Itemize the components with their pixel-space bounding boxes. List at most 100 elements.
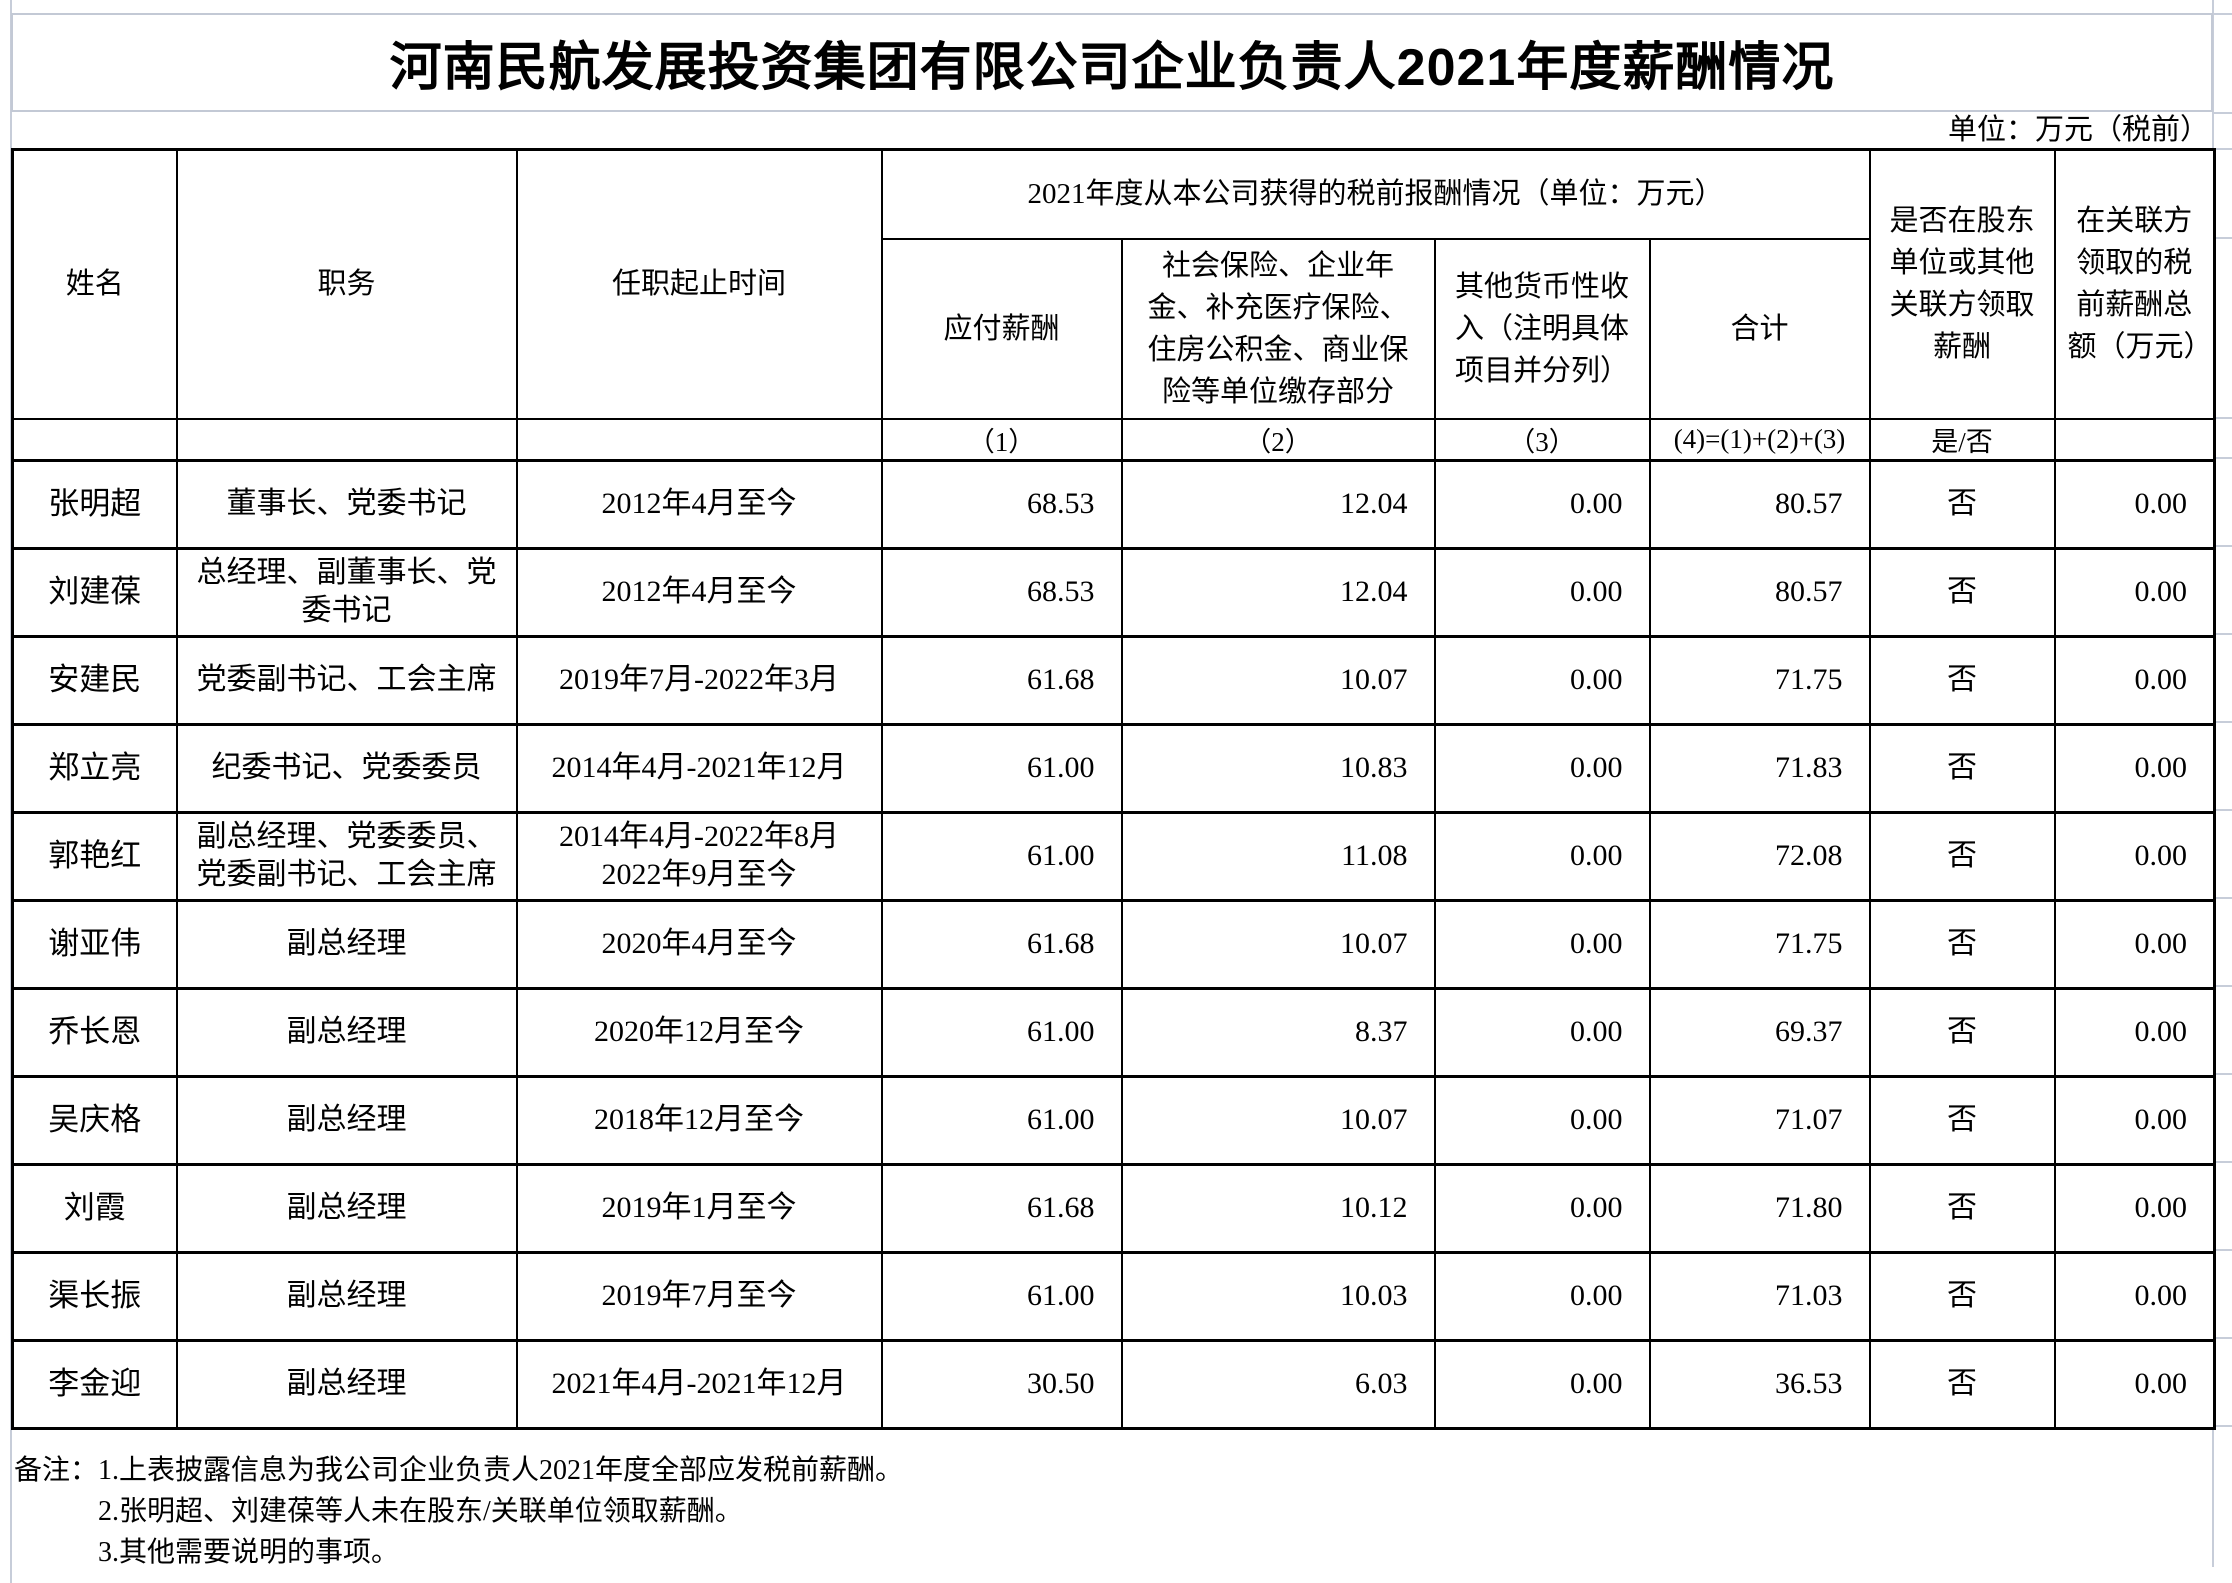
cell-position: 副总经理 bbox=[175, 1162, 518, 1254]
cell-position: 总经理、副董事长、党委书记 bbox=[175, 546, 518, 638]
formula-cell-empty bbox=[11, 417, 178, 462]
cell-insurance: 10.03 bbox=[1120, 1250, 1436, 1342]
cell-related-flag: 否 bbox=[1868, 898, 2056, 990]
cell-insurance: 10.12 bbox=[1120, 1162, 1436, 1254]
grid-line bbox=[2212, 13, 2232, 15]
cell-position: 副总经理 bbox=[175, 1338, 518, 1430]
cell-name: 渠长振 bbox=[11, 1250, 178, 1342]
cell-position: 副总经理 bbox=[175, 1074, 518, 1166]
cell-name: 乔长恩 bbox=[11, 986, 178, 1078]
cell-term: 2019年7月至今 bbox=[515, 1250, 883, 1342]
table-row: 吴庆格 副总经理 2018年12月至今 61.00 10.07 0.00 71.… bbox=[11, 1074, 2216, 1166]
cell-term: 2020年4月至今 bbox=[515, 898, 883, 990]
grid-line bbox=[2212, 1425, 2232, 1427]
grid-line bbox=[2212, 417, 2232, 419]
table-row: 刘建葆 总经理、副董事长、党委书记 2012年4月至今 68.53 12.04 … bbox=[11, 546, 2216, 638]
notes: 备注：1.上表披露信息为我公司企业负责人2021年度全部应发税前薪酬。 2.张明… bbox=[14, 1450, 903, 1573]
cell-total: 71.83 bbox=[1648, 722, 1871, 814]
note-text: 1.上表披露信息为我公司企业负责人2021年度全部应发税前薪酬。 bbox=[98, 1455, 904, 1486]
cell-related-amount: 0.00 bbox=[2053, 1162, 2216, 1254]
cell-position: 董事长、党委书记 bbox=[175, 458, 518, 550]
formula-cell-empty bbox=[175, 417, 518, 462]
cell-other-income: 0.00 bbox=[1433, 810, 1651, 902]
grid-line bbox=[2212, 985, 2232, 987]
cell-payable: 61.00 bbox=[880, 1250, 1123, 1342]
formula-cell-empty bbox=[515, 417, 883, 462]
cell-name: 安建民 bbox=[11, 634, 178, 726]
cell-insurance: 8.37 bbox=[1120, 986, 1436, 1078]
cell-term: 2019年7月-2022年3月 bbox=[515, 634, 883, 726]
formula-cell-other-income: （3） bbox=[1433, 417, 1651, 462]
cell-other-income: 0.00 bbox=[1433, 458, 1651, 550]
header-row-1: 姓名 职务 任职起止时间 2021年度从本公司获得的税前报酬情况（单位：万元） … bbox=[11, 148, 2216, 420]
col-header-related-amount: 在关联方领取的税前薪酬总额（万元） bbox=[2053, 148, 2216, 420]
cell-payable: 61.00 bbox=[880, 722, 1123, 814]
grid-line bbox=[2212, 545, 2232, 547]
cell-name: 李金迎 bbox=[11, 1338, 178, 1430]
table-row: 乔长恩 副总经理 2020年12月至今 61.00 8.37 0.00 69.3… bbox=[11, 986, 2216, 1078]
note-line: 备注：1.上表披露信息为我公司企业负责人2021年度全部应发税前薪酬。 bbox=[14, 1450, 903, 1491]
note-line: 2.张明超、刘建葆等人未在股东/关联单位领取薪酬。 bbox=[14, 1491, 903, 1532]
cell-total: 80.57 bbox=[1648, 458, 1871, 550]
cell-other-income: 0.00 bbox=[1433, 1162, 1651, 1254]
formula-cell-insurance: （2） bbox=[1120, 417, 1436, 462]
formula-cell-empty bbox=[2053, 417, 2216, 462]
cell-payable: 61.68 bbox=[880, 634, 1123, 726]
col-header-insurance: 社会保险、企业年金、补充医疗保险、住房公积金、商业保险等单位缴存部分 bbox=[1120, 237, 1436, 420]
cell-insurance: 10.07 bbox=[1120, 634, 1436, 726]
cell-term: 2020年12月至今 bbox=[515, 986, 883, 1078]
cell-name: 刘霞 bbox=[11, 1162, 178, 1254]
cell-name: 张明超 bbox=[11, 458, 178, 550]
table-row: 刘霞 副总经理 2019年1月至今 61.68 10.12 0.00 71.80… bbox=[11, 1162, 2216, 1254]
cell-term: 2018年12月至今 bbox=[515, 1074, 883, 1166]
cell-related-flag: 否 bbox=[1868, 1250, 2056, 1342]
cell-total: 71.07 bbox=[1648, 1074, 1871, 1166]
grid-line bbox=[2212, 237, 2232, 239]
cell-related-flag: 否 bbox=[1868, 986, 2056, 1078]
col-header-other-income: 其他货币性收入（注明具体项目并分列） bbox=[1433, 237, 1651, 420]
cell-term: 2014年4月-2021年12月 bbox=[515, 722, 883, 814]
cell-position: 副总经理 bbox=[175, 986, 518, 1078]
page-title: 河南民航发展投资集团有限公司企业负责人2021年度薪酬情况 bbox=[389, 39, 1835, 97]
grid-line bbox=[2212, 633, 2232, 635]
cell-other-income: 0.00 bbox=[1433, 546, 1651, 638]
table-row: 郑立亮 纪委书记、党委委员 2014年4月-2021年12月 61.00 10.… bbox=[11, 722, 2216, 814]
cell-term: 2021年4月-2021年12月 bbox=[515, 1338, 883, 1430]
cell-total: 71.03 bbox=[1648, 1250, 1871, 1342]
cell-total: 72.08 bbox=[1648, 810, 1871, 902]
cell-name: 刘建葆 bbox=[11, 546, 178, 638]
formula-cell-total: (4)=(1)+(2)+(3) bbox=[1648, 417, 1871, 462]
cell-payable: 61.68 bbox=[880, 1162, 1123, 1254]
grid-line bbox=[2212, 809, 2232, 811]
unit-note: 单位：万元（税前） bbox=[1947, 114, 2209, 146]
cell-payable: 61.68 bbox=[880, 898, 1123, 990]
cell-insurance: 10.07 bbox=[1120, 1074, 1436, 1166]
cell-payable: 30.50 bbox=[880, 1338, 1123, 1430]
cell-name: 谢亚伟 bbox=[11, 898, 178, 990]
cell-name: 郭艳红 bbox=[11, 810, 178, 902]
cell-position: 副总经理、党委委员、党委副书记、工会主席 bbox=[175, 810, 518, 902]
cell-payable: 68.53 bbox=[880, 546, 1123, 638]
cell-insurance: 11.08 bbox=[1120, 810, 1436, 902]
cell-insurance: 12.04 bbox=[1120, 458, 1436, 550]
cell-position: 党委副书记、工会主席 bbox=[175, 634, 518, 726]
cell-insurance: 10.83 bbox=[1120, 722, 1436, 814]
grid-line bbox=[2212, 721, 2232, 723]
table-row: 张明超 董事长、党委书记 2012年4月至今 68.53 12.04 0.00 … bbox=[11, 458, 2216, 550]
cell-other-income: 0.00 bbox=[1433, 722, 1651, 814]
cell-position: 副总经理 bbox=[175, 1250, 518, 1342]
cell-payable: 68.53 bbox=[880, 458, 1123, 550]
cell-related-amount: 0.00 bbox=[2053, 722, 2216, 814]
cell-total: 69.37 bbox=[1648, 986, 1871, 1078]
cell-insurance: 10.07 bbox=[1120, 898, 1436, 990]
cell-related-flag: 否 bbox=[1868, 1338, 2056, 1430]
col-header-total: 合计 bbox=[1648, 237, 1871, 420]
formula-cell-payable: （1） bbox=[880, 417, 1123, 462]
cell-related-flag: 否 bbox=[1868, 810, 2056, 902]
col-header-term: 任职起止时间 bbox=[515, 148, 883, 420]
cell-position: 副总经理 bbox=[175, 898, 518, 990]
col-header-compensation-group: 2021年度从本公司获得的税前报酬情况（单位：万元） bbox=[880, 148, 1871, 240]
note-line: 3.其他需要说明的事项。 bbox=[14, 1532, 903, 1573]
cell-other-income: 0.00 bbox=[1433, 1074, 1651, 1166]
cell-related-amount: 0.00 bbox=[2053, 546, 2216, 638]
